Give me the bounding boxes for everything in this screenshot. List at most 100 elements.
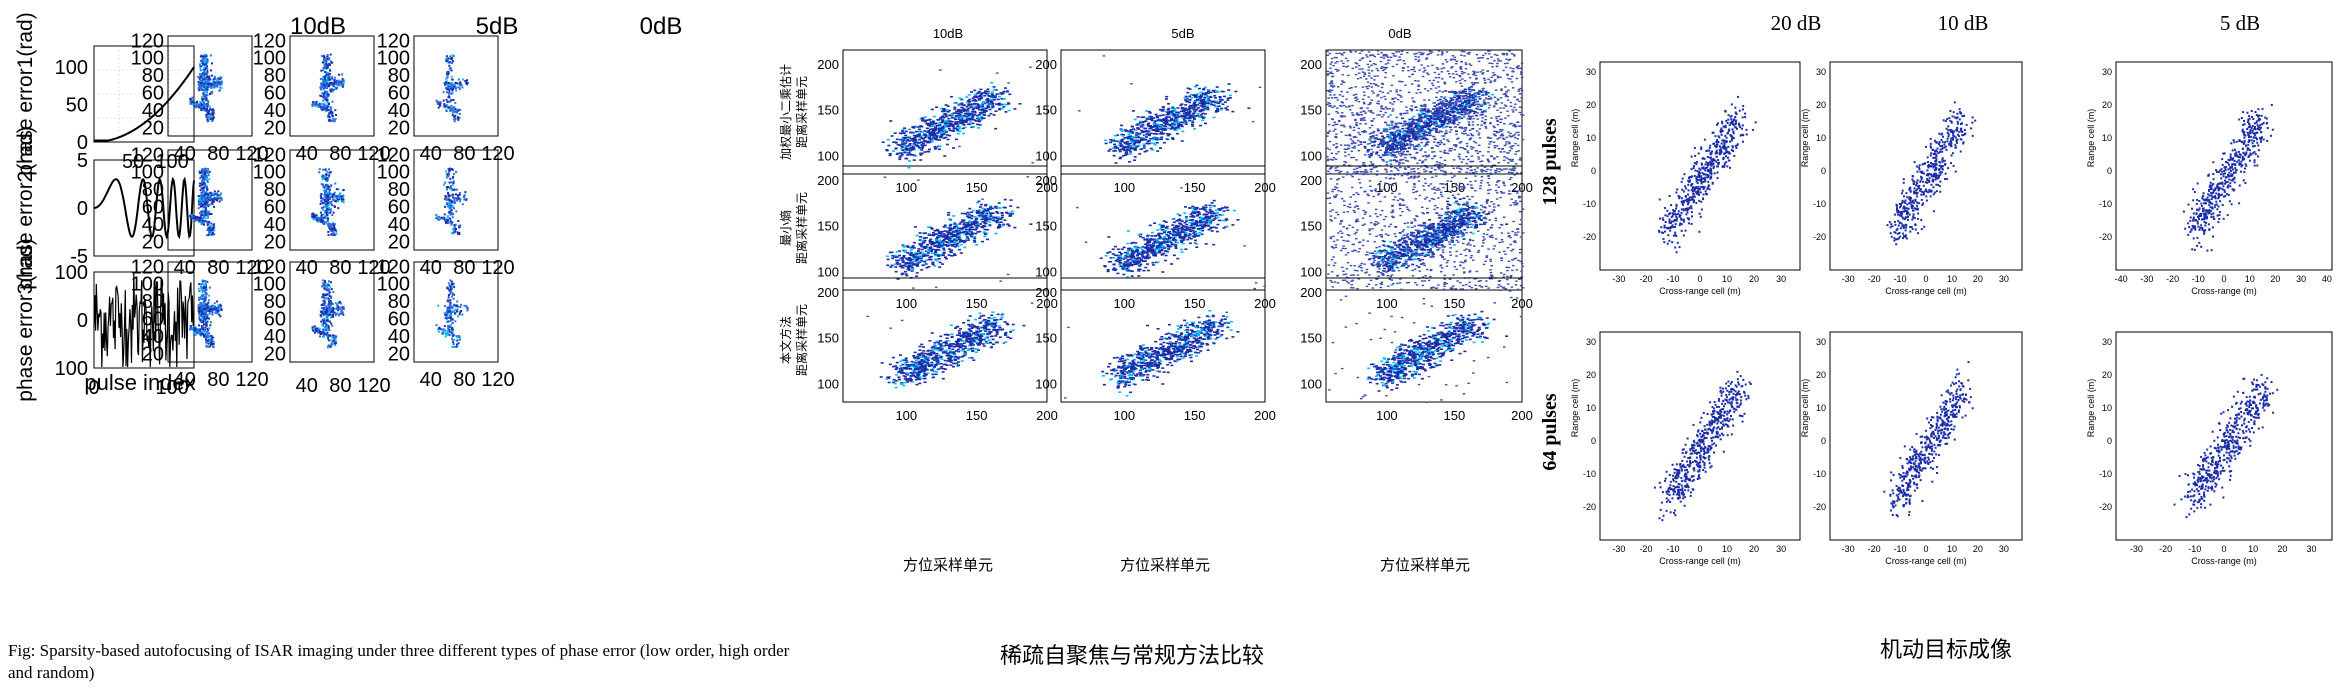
heat-point — [1155, 142, 1159, 144]
scatter-point — [202, 212, 205, 215]
heat-point — [1191, 125, 1195, 127]
heat-point — [1467, 93, 1471, 95]
scatter-point — [455, 210, 458, 213]
scatter-point — [330, 281, 332, 284]
heat-point — [939, 136, 943, 139]
heat-point — [951, 125, 955, 127]
scatter-point — [444, 305, 446, 308]
scatter-point — [460, 303, 462, 306]
heat-point — [1134, 135, 1138, 138]
heat-point — [953, 106, 957, 109]
scatter-point — [325, 305, 328, 308]
heat-point — [901, 128, 905, 131]
xtick-label: 80 — [329, 257, 351, 279]
scatter-point — [323, 322, 326, 325]
scatter-point — [319, 202, 322, 205]
heat-point — [1379, 156, 1383, 159]
scatter-point — [201, 223, 204, 225]
scatter-point — [445, 202, 448, 205]
heat-point — [973, 111, 977, 114]
scatter-point — [325, 194, 328, 197]
scatter-point — [327, 224, 330, 227]
ytick-label: 150 — [817, 103, 839, 118]
phase-ylabel-3: phase error3(rad) — [14, 238, 37, 401]
heat-point — [923, 151, 927, 153]
heat-point — [979, 104, 983, 106]
heat-point — [1207, 90, 1211, 93]
heat-point — [1120, 139, 1124, 141]
scatter-point — [455, 89, 458, 92]
heat-point — [991, 91, 994, 93]
heat-point — [922, 138, 925, 140]
scatter-point — [322, 213, 325, 216]
heat-point — [938, 139, 942, 141]
heat-point — [1452, 122, 1456, 125]
heat-point — [920, 141, 924, 143]
heat-point — [983, 95, 987, 97]
heat-point — [1156, 130, 1160, 133]
scatter-point — [328, 291, 331, 294]
xtick-label: 150 — [1184, 180, 1206, 195]
heat-point — [926, 122, 930, 125]
heat-point — [1215, 86, 1219, 88]
heat-point — [1402, 132, 1406, 135]
scatter-point — [449, 55, 452, 58]
scatter-point — [331, 204, 334, 207]
scatter-point — [202, 187, 205, 190]
scatter-point — [322, 88, 325, 91]
xtick-label: 80 — [207, 369, 229, 391]
scatter-point — [322, 333, 325, 336]
heat-point — [1227, 83, 1231, 85]
scatter-point — [203, 80, 206, 83]
heat-point — [1156, 123, 1160, 125]
heat-point — [955, 121, 959, 123]
heat-point — [995, 93, 999, 95]
scatter-point — [452, 173, 455, 176]
heat-point — [973, 114, 977, 116]
scatter-point — [208, 116, 211, 119]
scatter-point — [200, 192, 203, 195]
scatter-point — [321, 202, 324, 205]
scatter-point — [200, 65, 203, 68]
heat-point — [1139, 139, 1143, 142]
scatter-point — [324, 71, 327, 73]
heat-point — [1247, 107, 1251, 109]
heat-point — [923, 140, 926, 142]
scatter-point — [452, 310, 455, 313]
heat-point — [1433, 105, 1437, 108]
heat-point — [1120, 148, 1124, 151]
scatter-point — [206, 86, 209, 89]
scatter-point — [342, 196, 345, 199]
heat-point — [987, 103, 991, 105]
scatter-point — [324, 173, 327, 176]
scatter-point — [451, 282, 453, 285]
heat-point — [941, 127, 945, 130]
scatter-point — [331, 214, 334, 216]
scatter-point — [327, 222, 330, 225]
scatter-point — [202, 78, 205, 81]
heat-point — [1136, 127, 1140, 129]
scatter-point — [331, 100, 334, 103]
mid-image-r1-c2 — [1078, 55, 1262, 164]
scatter-point — [443, 213, 446, 216]
heat-point — [928, 137, 932, 140]
scatter-point — [451, 83, 454, 86]
scatter-point — [319, 211, 322, 214]
heat-point — [965, 105, 969, 108]
scatter-point — [321, 311, 323, 314]
scatter-point — [220, 308, 223, 311]
heat-point — [957, 108, 961, 111]
scatter-point — [205, 201, 208, 204]
heat-point — [968, 101, 972, 103]
scatter-point — [213, 196, 216, 199]
heat-point — [979, 93, 983, 96]
heat-point — [1201, 109, 1205, 112]
heat-point — [984, 110, 988, 112]
scatter-point — [437, 304, 440, 307]
scatter-point — [454, 114, 457, 117]
heat-point — [971, 122, 975, 125]
scatter-point — [333, 88, 336, 91]
scatter-point — [451, 232, 454, 235]
scatter-point — [325, 297, 328, 300]
scatter-point — [438, 215, 441, 218]
